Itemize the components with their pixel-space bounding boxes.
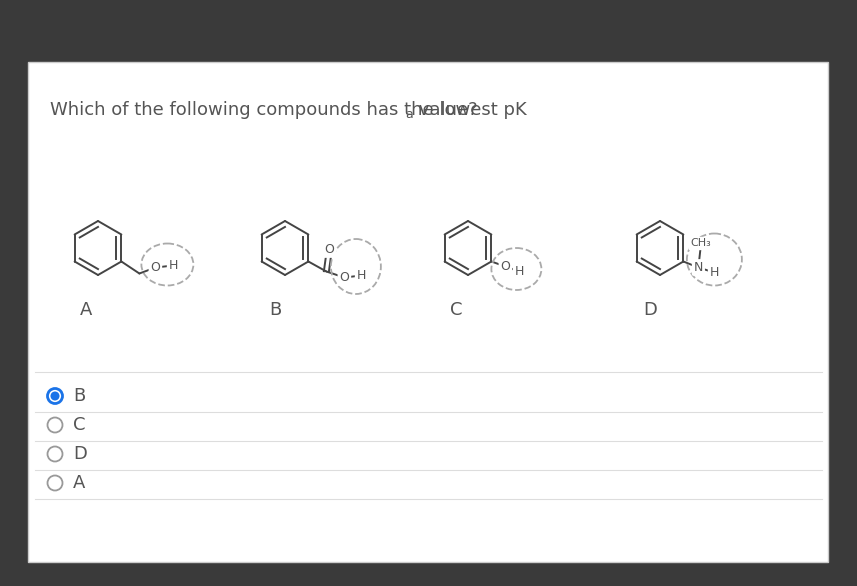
- Text: D: D: [73, 445, 87, 463]
- Circle shape: [47, 417, 63, 432]
- Text: CH₃: CH₃: [690, 239, 710, 248]
- Text: O: O: [325, 243, 334, 256]
- Text: O: O: [339, 271, 350, 284]
- Text: O: O: [500, 260, 510, 273]
- Text: A: A: [80, 301, 93, 319]
- Text: D: D: [643, 301, 657, 319]
- Text: value?: value?: [413, 101, 477, 119]
- Text: H: H: [169, 259, 178, 272]
- Text: N: N: [693, 261, 703, 274]
- Text: Which of the following compounds has the lowest pK: Which of the following compounds has the…: [50, 101, 527, 119]
- Text: a: a: [405, 108, 413, 121]
- Text: O: O: [151, 261, 160, 274]
- Text: H: H: [710, 266, 719, 279]
- Text: H: H: [357, 269, 366, 282]
- Circle shape: [47, 389, 63, 404]
- Text: C: C: [73, 416, 86, 434]
- Text: B: B: [73, 387, 85, 405]
- Text: H: H: [515, 265, 524, 278]
- Circle shape: [47, 475, 63, 490]
- Text: B: B: [269, 301, 281, 319]
- Text: C: C: [450, 301, 462, 319]
- Text: A: A: [73, 474, 86, 492]
- FancyBboxPatch shape: [28, 62, 828, 562]
- Circle shape: [51, 391, 59, 400]
- Circle shape: [47, 447, 63, 462]
